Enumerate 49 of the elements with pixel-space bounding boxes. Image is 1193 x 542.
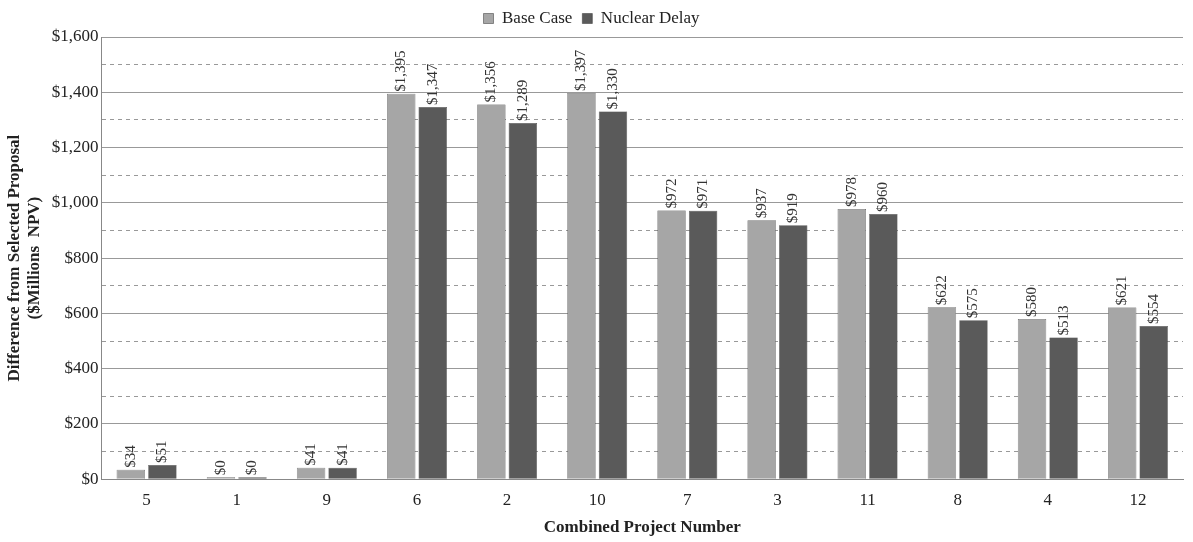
data-label: $1,289 [513,79,530,121]
x-tick-label: 12 [1129,489,1147,509]
x-axis-title: Combined Project Number [543,517,742,537]
data-label: $971 [694,178,711,209]
data-label: $960 [874,181,891,212]
data-label: $1,395 [392,50,409,92]
data-label: $580 [1022,286,1039,317]
x-tick-label: 4 [1043,489,1053,509]
data-label: $41 [333,443,350,466]
y-tick-label: $0 [81,468,99,488]
y-tick-label: $600 [64,302,99,322]
data-label: $0 [211,460,228,476]
data-label: $1,347 [423,63,440,105]
y-tick-label: $1,400 [51,81,99,101]
data-label: $513 [1054,305,1071,336]
x-tick-label: 5 [142,489,151,509]
x-tick-label: 11 [859,489,876,509]
data-label: $978 [842,176,859,207]
data-label: $622 [932,275,949,306]
y-tick-label: $200 [64,413,99,433]
y-tick-label: $1,000 [51,192,99,212]
data-label: $621 [1113,275,1130,306]
data-label: $575 [964,288,981,319]
data-label: $972 [662,178,679,209]
data-label: $1,330 [603,68,620,110]
data-label: $937 [752,187,769,219]
y-tick-label: $800 [64,247,99,267]
data-label: $51 [153,440,170,464]
legend-label: Base Case [502,7,573,27]
legend-label: Nuclear Delay [600,7,700,27]
x-tick-label: 1 [232,489,241,509]
y-tick-label: $400 [64,358,99,378]
x-tick-label: 8 [953,489,962,509]
x-tick-label: 2 [502,489,512,509]
data-label: $1,397 [572,49,589,92]
x-tick-label: 6 [412,489,422,509]
data-label: $554 [1144,293,1161,325]
data-label: $41 [302,443,319,466]
x-tick-label: 10 [588,489,606,509]
x-tick-label: 7 [683,489,693,509]
data-label: $34 [121,444,138,468]
y-axis-title: Difference from Selected Proposal ($Millions NPV) [3,134,43,382]
data-label: $1,356 [482,60,499,103]
y-tick-label: $1,200 [51,137,99,157]
x-tick-label: 9 [322,489,332,509]
data-label: $0 [243,460,260,476]
y-tick-label: $1,600 [51,26,99,46]
data-label: $919 [784,193,801,224]
x-tick-label: 3 [773,489,782,509]
